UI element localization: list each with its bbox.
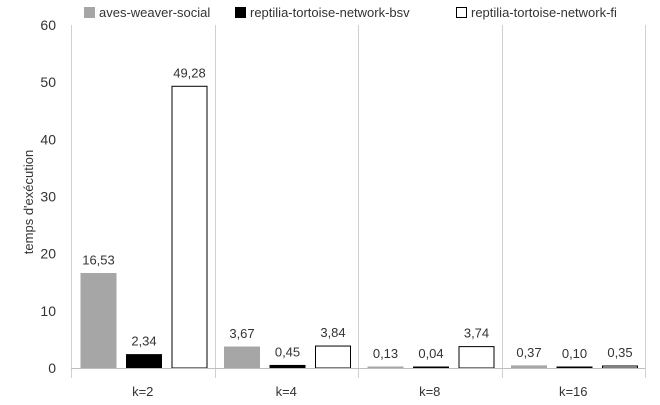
y-tick-label: 10 xyxy=(40,303,56,319)
legend-item: reptilia-tortoise-network-fi xyxy=(456,5,617,20)
bar-reptilia-tortoise-network-bsv-k=4 xyxy=(269,364,306,369)
data-label: 0,37 xyxy=(516,345,541,360)
bar-aves-weaver-social-k=16 xyxy=(511,365,547,369)
data-label: 0,04 xyxy=(418,346,443,361)
bar-aves-weaver-social-k=2 xyxy=(80,273,117,369)
y-axis-title: temps d'exécution xyxy=(21,150,36,254)
legend-label: reptilia-tortoise-network-bsv xyxy=(250,5,410,20)
legend-item: aves-weaver-social xyxy=(84,5,210,20)
x-tick-label: k=16 xyxy=(559,384,588,399)
x-tick-label: k=2 xyxy=(132,384,153,399)
bar-aves-weaver-social-k=8 xyxy=(367,366,404,369)
bar-aves-weaver-social-k=4 xyxy=(224,346,260,369)
legend-swatch xyxy=(235,7,246,18)
bar-reptilia-tortoise-network-bsv-k=2 xyxy=(126,354,162,369)
y-tick-label: 30 xyxy=(40,189,56,205)
bar-reptilia-tortoise-network-fi-k=16 xyxy=(602,365,638,369)
bar-reptilia-tortoise-network-fi-k=2 xyxy=(171,85,208,369)
data-label: 0,13 xyxy=(373,346,398,361)
category-dividers xyxy=(71,25,646,378)
bar-reptilia-tortoise-network-fi-k=8 xyxy=(458,346,495,369)
legend-label: reptilia-tortoise-network-fi xyxy=(471,5,617,20)
x-axis: k=2 k=4 k=8 k=16 xyxy=(132,384,587,399)
x-tick-label: k=8 xyxy=(419,384,440,399)
bar-reptilia-tortoise-network-bsv-k=16 xyxy=(556,366,593,369)
data-label: 2,34 xyxy=(131,334,156,349)
legend: aves-weaver-social reptilia-tortoise-netw… xyxy=(84,5,617,20)
data-label: 0,10 xyxy=(562,346,587,361)
y-tick-label: 60 xyxy=(40,17,56,33)
x-tick-label: k=4 xyxy=(276,384,297,399)
legend-swatch xyxy=(84,7,95,18)
legend-label: aves-weaver-social xyxy=(99,5,210,20)
legend-swatch xyxy=(456,7,467,18)
y-tick-label: 0 xyxy=(48,360,56,376)
data-label: 3,67 xyxy=(229,326,254,341)
y-tick-label: 40 xyxy=(40,131,56,147)
data-label: 0,45 xyxy=(275,344,300,359)
data-label: 49,28 xyxy=(173,65,206,80)
data-label: 0,35 xyxy=(607,345,632,360)
data-label: 3,84 xyxy=(320,325,345,340)
legend-item: reptilia-tortoise-network-bsv xyxy=(235,5,410,20)
bar-reptilia-tortoise-network-fi-k=4 xyxy=(315,345,351,369)
y-axis: 0 10 20 30 40 50 60 xyxy=(40,17,56,376)
bars xyxy=(80,85,638,369)
bar-labels: 16,53 2,34 49,28 3,67 0,45 3,84 0,13 0,04 3,74 0,… xyxy=(82,65,632,361)
bar-reptilia-tortoise-network-bsv-k=8 xyxy=(413,366,449,369)
y-tick-label: 50 xyxy=(40,74,56,90)
y-tick-label: 20 xyxy=(40,246,56,262)
data-label: 16,53 xyxy=(82,253,115,268)
data-label: 3,74 xyxy=(464,326,489,341)
